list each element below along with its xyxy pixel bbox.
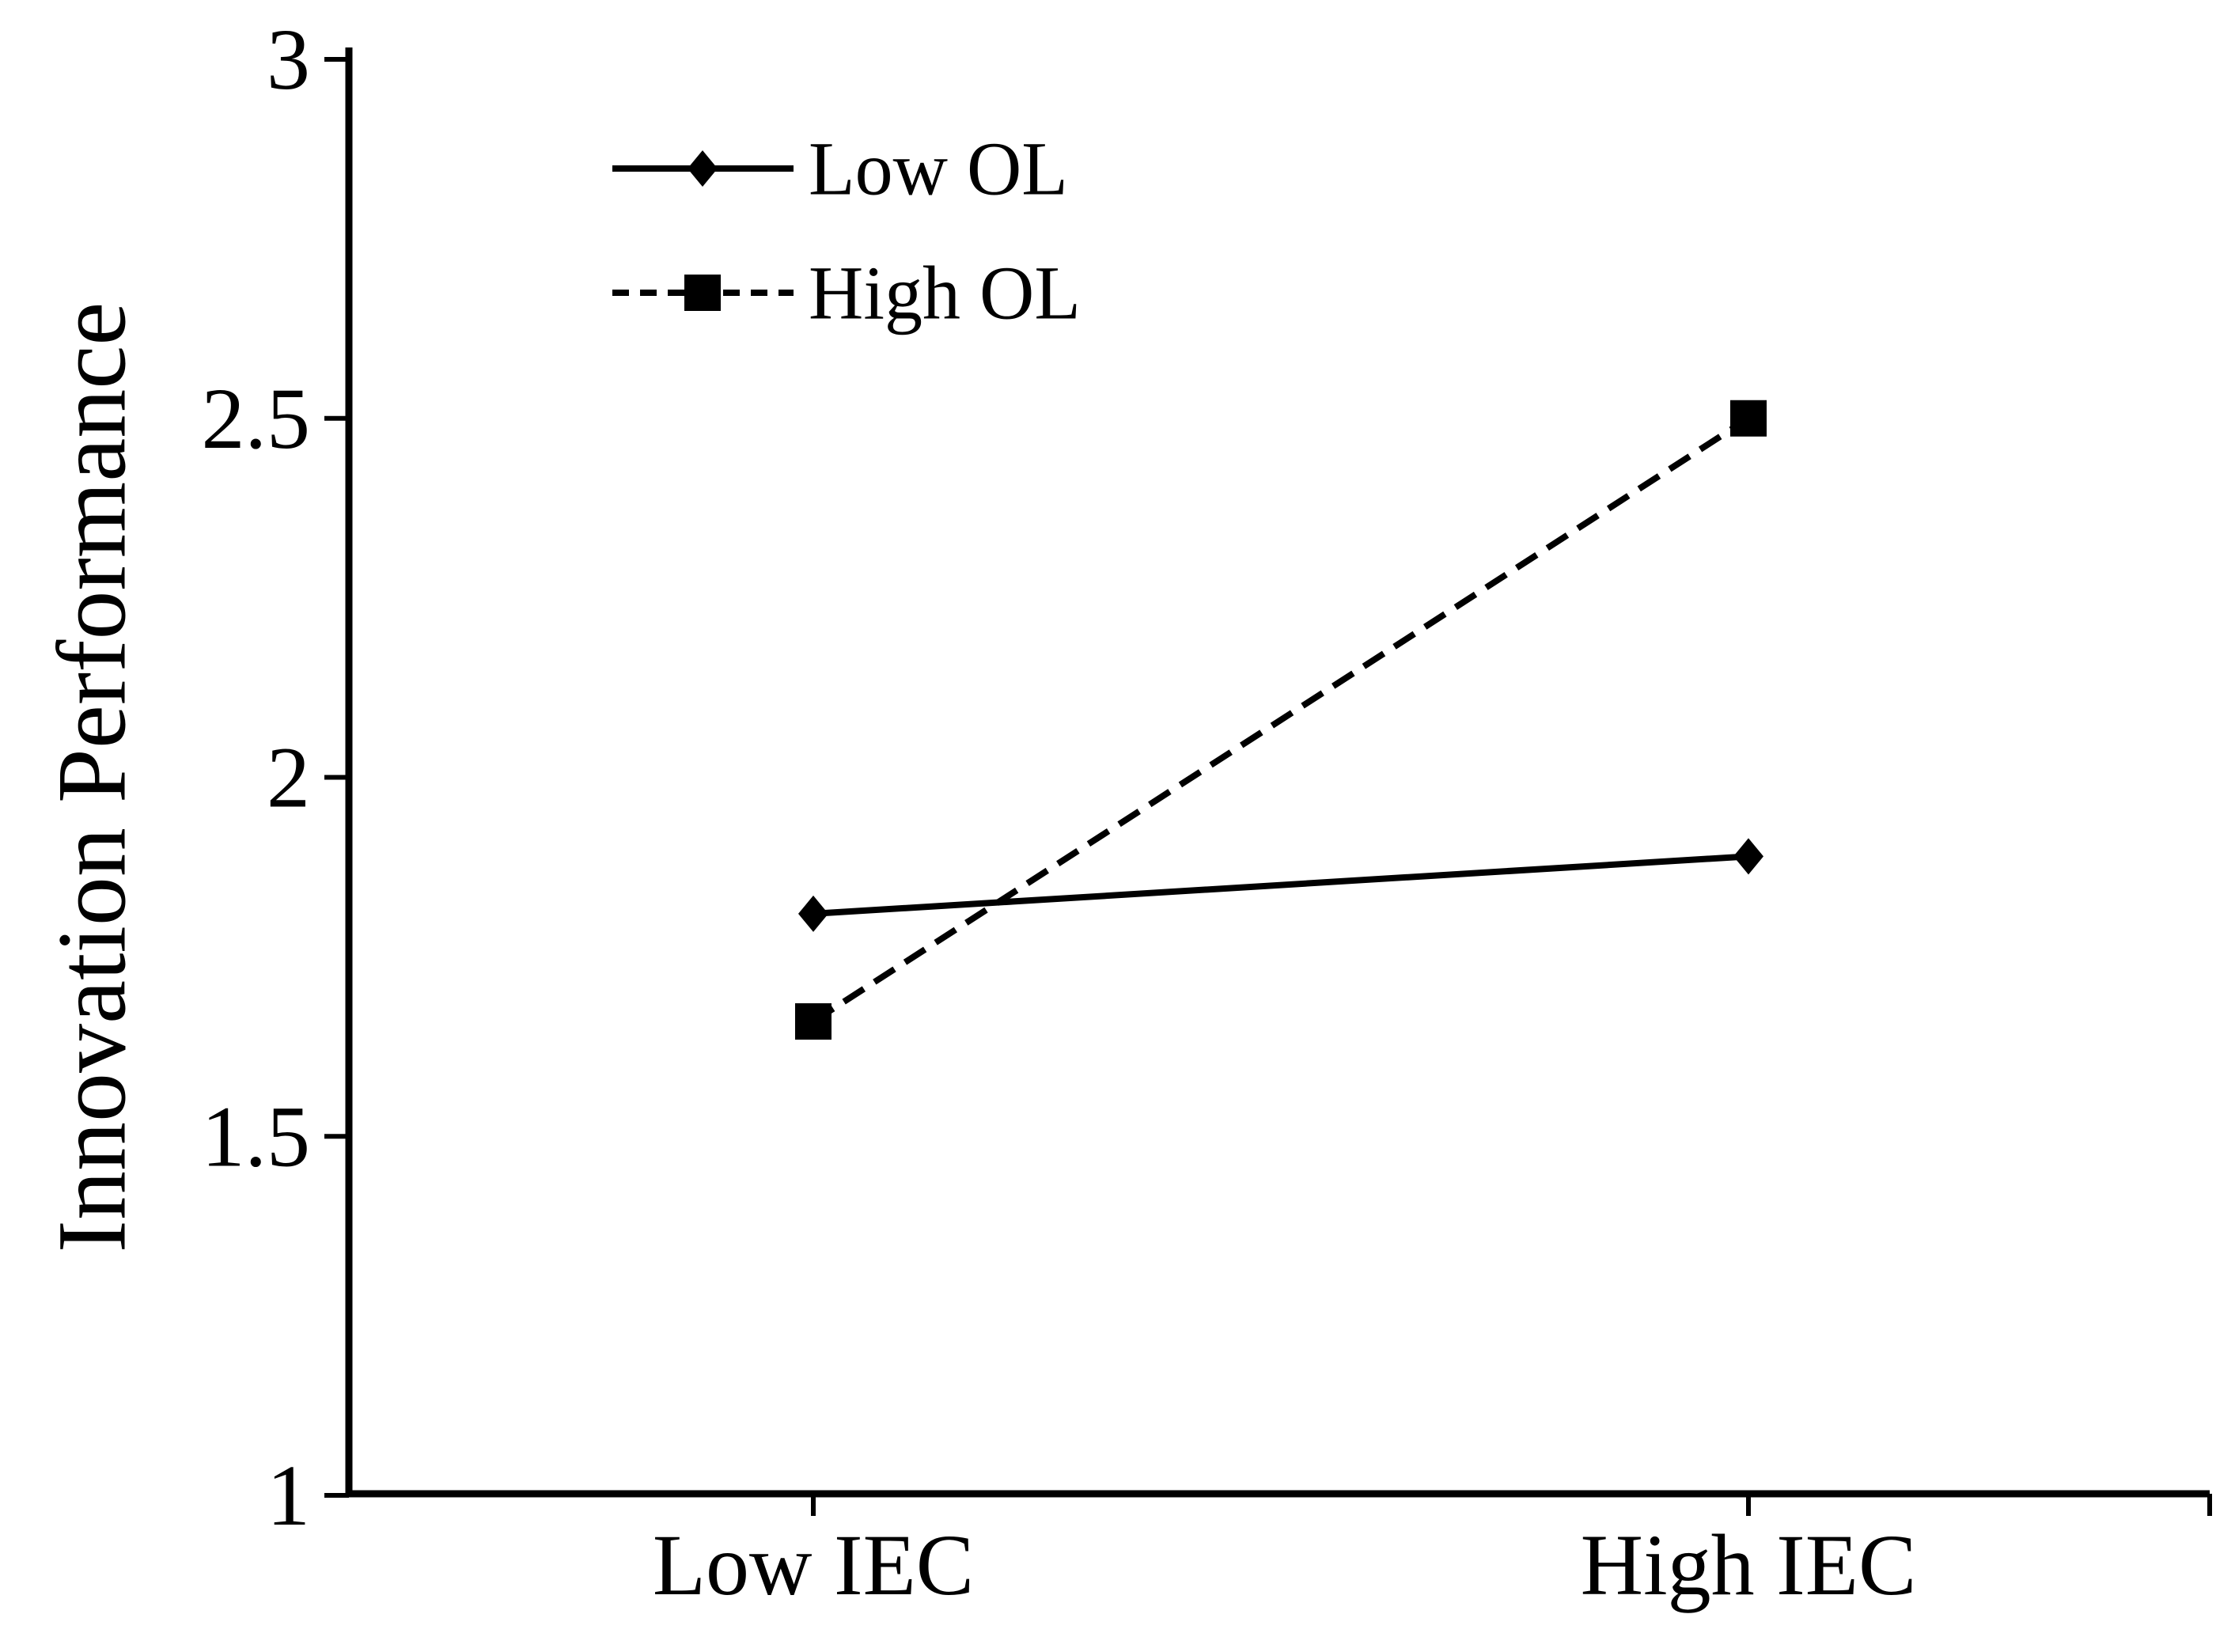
legend-item: Low OL [612, 127, 1068, 211]
x-category-label: Low IEC [653, 1517, 974, 1613]
axes: Innovation Performance [38, 47, 2210, 1498]
legend: Low OL High OL [612, 127, 1081, 335]
series-line [811, 415, 1751, 1025]
series-high-ol [795, 400, 1767, 1040]
x-axis-ticks: Low IEC High IEC [653, 1494, 2212, 1613]
series-line [813, 853, 1749, 917]
y-axis-ticks: 3 2.5 2 1.5 1 [202, 11, 349, 1544]
series-low-ol [798, 838, 1763, 932]
y-tick-label: 2 [267, 729, 310, 826]
y-axis-title: Innovation Performance [38, 302, 146, 1253]
data-point-marker-square [1730, 400, 1767, 437]
legend-marker-diamond [688, 150, 718, 187]
y-tick-label: 3 [267, 11, 310, 108]
y-tick-label: 1.5 [202, 1088, 311, 1184]
legend-item: High OL [612, 251, 1081, 335]
y-tick-label: 1 [267, 1447, 310, 1544]
data-point-marker-diamond [1733, 838, 1763, 875]
x-category-label: High IEC [1581, 1517, 1917, 1613]
legend-label: Low OL [809, 127, 1068, 211]
data-point-marker-square [795, 1003, 831, 1040]
y-tick-label: 2.5 [202, 370, 311, 467]
legend-label: High OL [809, 251, 1081, 335]
data-point-marker-diamond [798, 895, 828, 932]
legend-marker-square [684, 275, 721, 311]
